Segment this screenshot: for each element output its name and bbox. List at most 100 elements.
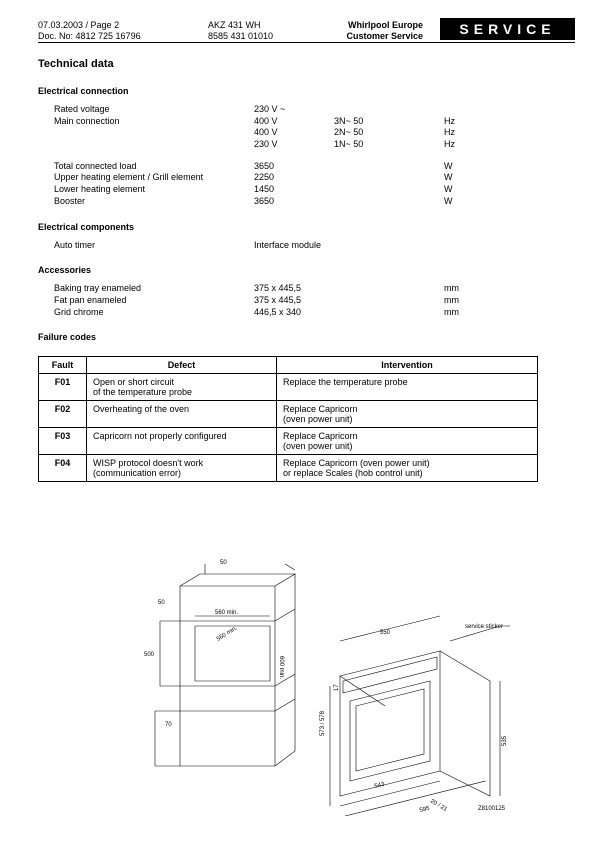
fault-intervention: Replace Capricorn (oven power unit)or re… (277, 455, 538, 482)
data-row: Fat pan enameled375 x 445,5mm (54, 295, 504, 307)
header-rule (38, 42, 575, 43)
cell-v2 (334, 184, 444, 196)
cell-unit: mm (444, 283, 504, 295)
cell-unit: W (444, 172, 504, 184)
page-title: Technical data (38, 58, 557, 70)
installation-diagram: 50 50 500 70 560 min. 560 min. 600 min. … (120, 556, 520, 816)
dim-70: 70 (165, 722, 172, 728)
section-electrical-connection: Electrical connection (38, 86, 557, 96)
cell-v1: 230 V (254, 139, 334, 151)
cell-unit: W (444, 161, 504, 173)
diagram-ref: Z8100125 (478, 806, 506, 812)
cell-v1: 375 x 445,5 (254, 283, 334, 295)
cell-label: Main connection (54, 116, 254, 128)
cell-v1: 400 V (254, 116, 334, 128)
service-banner: SERVICE (440, 18, 575, 40)
cell-label: Upper heating element / Grill element (54, 172, 254, 184)
data-row: Upper heating element / Grill element225… (54, 172, 504, 184)
label-service-sticker: service sticker (465, 624, 503, 630)
section-failure-codes: Failure codes (38, 332, 557, 342)
data-row: Baking tray enameled375 x 445,5 mm (54, 283, 504, 295)
table-loads: Total connected load3650WUpper heating e… (54, 161, 504, 208)
cell-v2 (334, 295, 444, 307)
fault-intervention: Replace the temperature probe (277, 374, 538, 401)
dim-535: 535 (502, 735, 508, 746)
dim-560a: 560 min. (215, 610, 238, 616)
dim-543: 543 (374, 782, 386, 790)
fault-defect: WISP protocol doesn't work(communication… (87, 455, 277, 482)
data-row: Lower heating element1450W (54, 184, 504, 196)
cell-v2: 1N~ 50 (334, 139, 444, 151)
data-row: Grid chrome446,5 x 340 mm (54, 307, 504, 319)
cell-unit: Hz (444, 127, 504, 139)
fault-row: F04WISP protocol doesn't work(communicat… (39, 455, 538, 482)
fault-defect: Overheating of the oven (87, 401, 277, 428)
data-row: 230 V1N~ 50Hz (54, 139, 504, 151)
section-electrical-components: Electrical components (38, 222, 557, 232)
cell-label: Auto timer (54, 240, 254, 252)
cell-v2 (334, 161, 444, 173)
cell-unit: mm (444, 307, 504, 319)
cell-label: Grid chrome (54, 307, 254, 319)
dim-50-left: 50 (158, 600, 165, 606)
cell-v1: 400 V (254, 127, 334, 139)
section-accessories: Accessories (38, 265, 557, 275)
cell-v2 (334, 172, 444, 184)
cell-label: Total connected load (54, 161, 254, 173)
cell-label: Baking tray enameled (54, 283, 254, 295)
cell-v2 (334, 307, 444, 319)
fault-intervention: Replace Capricorn(oven power unit) (277, 401, 538, 428)
page-header: 07.03.2003 / Page 2 Doc. No: 4812 725 16… (38, 20, 575, 42)
cell-label (54, 139, 254, 151)
cell-v2 (334, 104, 444, 116)
dim-50-top: 50 (220, 560, 227, 566)
cell-v2 (334, 283, 444, 295)
fault-defect: Capricorn not properly configured (87, 428, 277, 455)
fault-row: F01Open or short circuitof the temperatu… (39, 374, 538, 401)
ftable-head-intervention: Intervention (277, 357, 538, 374)
cell-v1: Interface module (254, 240, 334, 252)
fault-row: F02Overheating of the ovenReplace Capric… (39, 401, 538, 428)
header-code: 8585 431 01010 (208, 31, 328, 42)
dim-550: 550 (380, 630, 391, 636)
cell-unit (444, 104, 504, 116)
cell-v2: 2N~ 50 (334, 127, 444, 139)
cell-v1: 2250 (254, 172, 334, 184)
cell-unit: Hz (444, 139, 504, 151)
cell-v1: 375 x 445,5 (254, 295, 334, 307)
dim-573: 573 / 578 (320, 710, 326, 736)
cell-unit (444, 240, 504, 252)
header-date-page: 07.03.2003 / Page 2 (38, 20, 208, 31)
cell-label: Fat pan enameled (54, 295, 254, 307)
cell-unit: Hz (444, 116, 504, 128)
cell-label (54, 127, 254, 139)
cell-label: Booster (54, 196, 254, 208)
cell-unit: W (444, 196, 504, 208)
data-row: Booster3650 W (54, 196, 504, 208)
cell-v1: 1450 (254, 184, 334, 196)
cell-v2: 3N~ 50 (334, 116, 444, 128)
cell-v2 (334, 196, 444, 208)
data-row: Rated voltage230 V ~ (54, 104, 504, 116)
header-model: AKZ 431 WH (208, 20, 328, 31)
fault-intervention: Replace Capricorn(oven power unit) (277, 428, 538, 455)
cell-v1: 446,5 x 340 (254, 307, 334, 319)
fault-code: F04 (39, 455, 87, 482)
fault-code: F03 (39, 428, 87, 455)
header-doc-no: Doc. No: 4812 725 16796 (38, 31, 208, 42)
data-row: Main connection400 V3N~ 50Hz (54, 116, 504, 128)
header-company: Whirlpool Europe (328, 20, 423, 31)
dim-20: 20 / 21 (429, 799, 448, 814)
failure-table: Fault Defect Intervention F01Open or sho… (38, 356, 538, 482)
data-row: Total connected load3650W (54, 161, 504, 173)
cell-unit: W (444, 184, 504, 196)
dim-17: 17 (334, 684, 340, 691)
dim-595: 595 (419, 806, 431, 814)
dim-500: 500 (144, 652, 155, 658)
data-row: 400 V2N~ 50Hz (54, 127, 504, 139)
fault-code: F02 (39, 401, 87, 428)
ftable-head-defect: Defect (87, 357, 277, 374)
dim-600: 600 min. (278, 656, 284, 679)
table-elec-conn: Rated voltage230 V ~Main connection400 V… (54, 104, 504, 151)
cell-v1: 3650 (254, 196, 334, 208)
